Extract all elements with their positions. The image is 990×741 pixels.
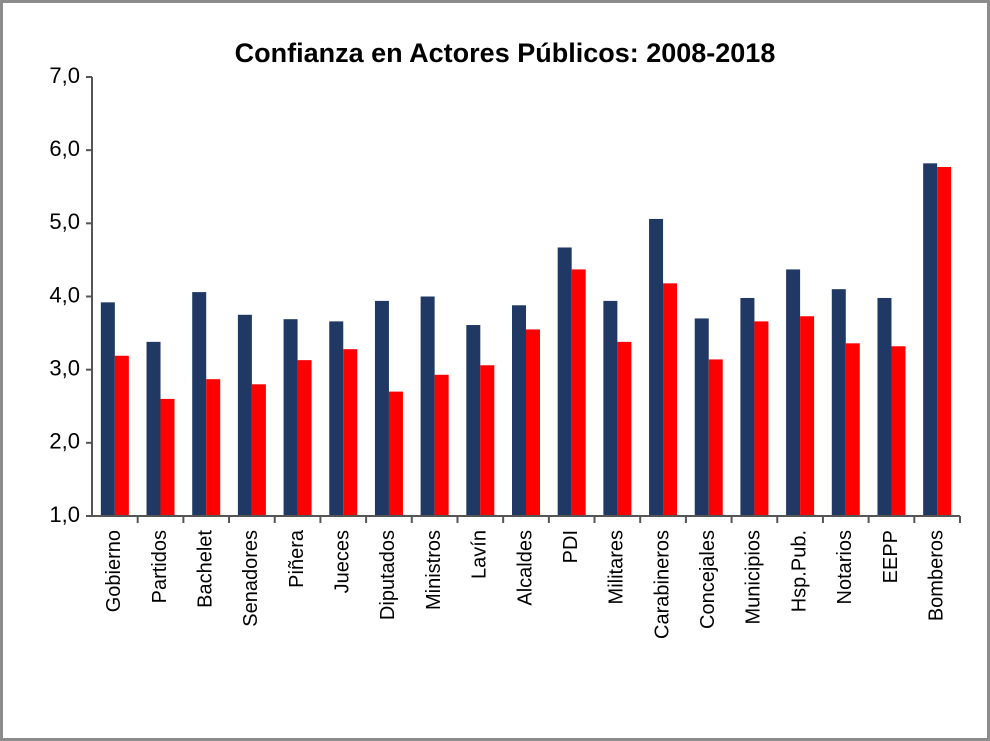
x-tick-label: Gobierno [103, 530, 125, 612]
bar [877, 297, 892, 516]
x-tick-label: Lavín [469, 530, 491, 579]
x-tick-label: Militares [606, 530, 628, 604]
x-tick-label: PDI [560, 530, 582, 563]
y-tick-label: 6,0 [49, 136, 80, 161]
bar [192, 292, 207, 516]
x-tick-label: Diputados [377, 530, 399, 620]
bar [663, 283, 678, 516]
bar [420, 296, 435, 516]
y-tick-label: 3,0 [49, 355, 80, 380]
bar [251, 384, 266, 516]
bar [740, 297, 755, 516]
x-tick-label: Partidos [149, 530, 171, 603]
x-tick-label: Hsp.Pub. [788, 530, 810, 612]
bar [891, 346, 906, 516]
bar [694, 318, 709, 516]
bar [329, 321, 344, 516]
x-tick-label: Notarios [834, 530, 856, 604]
bar [146, 341, 161, 516]
bar [388, 391, 403, 516]
x-tick-label: Piñera [286, 529, 308, 588]
bar [100, 302, 115, 516]
bar [557, 247, 572, 516]
x-tick-label: Ministros [423, 530, 445, 610]
bar [786, 269, 801, 516]
y-tick-label: 1,0 [49, 502, 80, 527]
x-tick-label: Bomberos [925, 530, 947, 621]
bar [480, 365, 495, 516]
x-tick-label: Senadores [240, 530, 262, 627]
bar [937, 166, 952, 516]
x-tick-label: Alcaldes [514, 530, 536, 606]
bar [206, 379, 221, 516]
bar [831, 289, 846, 516]
bar [343, 349, 358, 516]
bar [237, 314, 252, 516]
y-tick-label: 5,0 [49, 209, 80, 234]
y-tick-label: 7,0 [49, 63, 80, 88]
bar [800, 316, 815, 516]
bar [708, 359, 723, 516]
y-tick-label: 2,0 [49, 429, 80, 454]
bar [617, 341, 632, 516]
bar [603, 300, 618, 516]
x-tick-label: Carabineros [651, 530, 673, 639]
bar [512, 305, 526, 516]
x-tick-label: Jueces [332, 530, 354, 593]
bar [114, 355, 129, 516]
bar [297, 360, 312, 516]
bar [571, 269, 586, 516]
bar [649, 218, 664, 516]
y-tick-label: 4,0 [49, 282, 80, 307]
bar [283, 319, 298, 516]
bar [923, 163, 938, 516]
bar [466, 325, 481, 516]
bar [374, 300, 389, 516]
x-tick-label: Concejales [697, 530, 719, 629]
bar [526, 329, 540, 516]
bar [160, 398, 175, 516]
bar [845, 343, 860, 516]
x-tick-label: EEPP [880, 530, 902, 583]
x-tick-label: Bachelet [194, 530, 216, 608]
chart-title: Confianza en Actores Públicos: 2008-2018 [235, 38, 776, 68]
bar [434, 374, 449, 516]
bar [754, 321, 769, 516]
x-tick-label: Municipios [743, 530, 765, 624]
